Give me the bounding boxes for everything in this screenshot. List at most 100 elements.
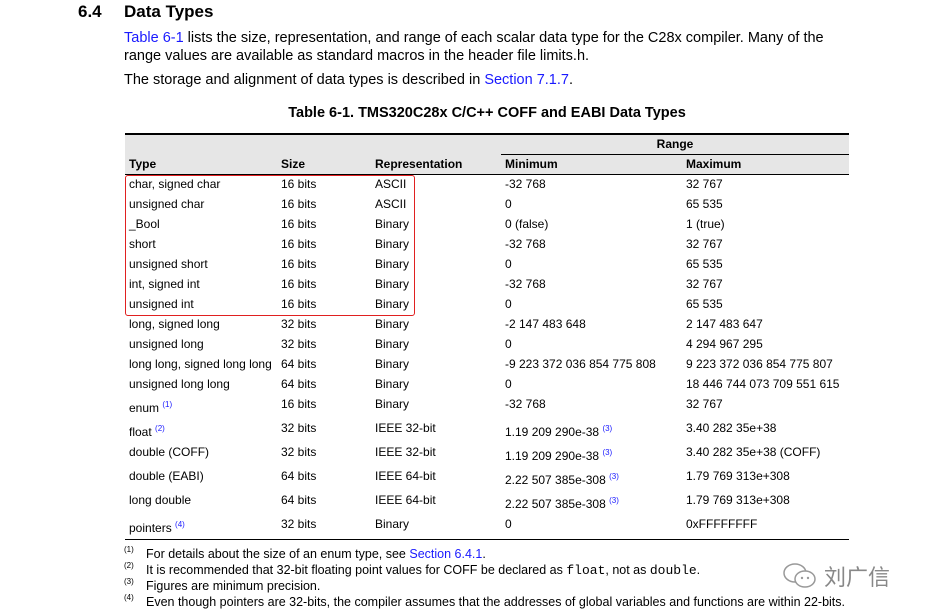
cell-maximum-text: 32 767 xyxy=(686,397,723,411)
cell-representation: ASCII xyxy=(371,175,501,196)
cell-maximum: 9 223 372 036 854 775 807 xyxy=(682,355,849,375)
cell-type: unsigned long long xyxy=(125,375,277,395)
cell-maximum: 1.79 769 313e+308 xyxy=(682,491,849,515)
table-row: long long, signed long long 64 bits Binary… xyxy=(125,355,849,375)
footnote-text: It is recommended that 32-bit floating p… xyxy=(146,563,567,577)
cell-type-text: _Bool xyxy=(129,217,160,231)
cell-minimum-text: 2.22 507 385e-308 xyxy=(505,473,606,487)
cell-type-text: char, signed char xyxy=(129,177,221,191)
cell-type-text: unsigned long long xyxy=(129,377,230,391)
cell-maximum-text: 3.40 282 35e+38 xyxy=(686,421,777,435)
cell-maximum: 1 (true) xyxy=(682,215,849,235)
cell-minimum: 0 (false) xyxy=(501,215,682,235)
table-row: double (EABI) 64 bits IEEE 64-bit 2.22 507 … xyxy=(125,467,849,491)
header-minimum: Minimum xyxy=(501,154,682,175)
cell-minimum-text: -32 768 xyxy=(505,237,546,251)
cell-type-text: int, signed int xyxy=(129,277,200,291)
watermark: 刘广信 xyxy=(782,560,890,592)
cell-representation: Binary xyxy=(371,395,501,419)
cell-size-text: 16 bits xyxy=(281,217,317,231)
footnote-text: For details about the size of an enum ty… xyxy=(146,547,410,561)
cell-representation: Binary xyxy=(371,255,501,275)
table-title: Table 6-1. TMS320C28x C/C++ COFF and EAB… xyxy=(288,105,686,121)
cell-size-text: 32 bits xyxy=(281,517,317,531)
cell-representation-text: IEEE 32-bit xyxy=(375,421,436,435)
cell-maximum-text: 1 (true) xyxy=(686,217,725,231)
cell-maximum-text: 32 767 xyxy=(686,277,723,291)
footnote-ref[interactable]: (1) xyxy=(162,400,173,409)
footnote-ref[interactable]: (3) xyxy=(602,448,613,457)
period: . xyxy=(482,547,486,561)
period: . xyxy=(568,72,573,88)
cell-minimum-text: 1.19 209 290e-38 xyxy=(505,449,600,463)
cell-type: float (2) xyxy=(125,419,277,443)
cell-representation: Binary xyxy=(371,275,501,295)
cell-representation-text: Binary xyxy=(375,297,410,311)
cell-minimum: 0 xyxy=(501,515,682,540)
cell-type: unsigned long xyxy=(125,335,277,355)
cell-maximum-text: 18 446 744 073 709 551 615 xyxy=(686,377,840,391)
cell-size: 64 bits xyxy=(277,375,371,395)
cell-representation-text: Binary xyxy=(375,397,410,411)
table-row: unsigned long long 64 bits Binary 0 18 446 7… xyxy=(125,375,849,395)
cell-maximum: 0xFFFFFFFF xyxy=(682,515,849,540)
cell-size: 32 bits xyxy=(277,443,371,467)
cell-type: pointers (4) xyxy=(125,515,277,540)
cell-minimum: -32 768 xyxy=(501,395,682,419)
cell-type: unsigned short xyxy=(125,255,277,275)
paragraph-1: Table 6-1 lists the size, representation… xyxy=(124,29,854,65)
cell-size: 32 bits xyxy=(277,419,371,443)
cell-size: 64 bits xyxy=(277,491,371,515)
cell-minimum: 0 xyxy=(501,335,682,355)
cell-representation-text: ASCII xyxy=(375,177,407,191)
cell-size-text: 16 bits xyxy=(281,297,317,311)
footnote-section-link[interactable]: Section 6.4.1 xyxy=(409,547,483,561)
cell-type-text: pointers xyxy=(129,521,172,535)
cell-minimum-text: -32 768 xyxy=(505,397,546,411)
cell-minimum-text: -32 768 xyxy=(505,277,546,291)
cell-minimum: -2 147 483 648 xyxy=(501,315,682,335)
footnote-ref[interactable]: (3) xyxy=(609,496,619,505)
cell-maximum: 1.79 769 313e+308 xyxy=(682,467,849,491)
cell-size-text: 16 bits xyxy=(281,177,317,191)
cell-minimum-text: 0 xyxy=(505,377,512,391)
cell-type-text: enum xyxy=(129,401,160,415)
cell-minimum-text: 0 xyxy=(505,517,512,531)
cell-minimum: 2.22 507 385e-308 (3) xyxy=(501,491,682,515)
cell-type-text: unsigned int xyxy=(129,297,194,311)
table-row: pointers (4) 32 bits Binary 0 0xFFFFFFFF xyxy=(125,515,849,540)
cell-representation-text: Binary xyxy=(375,317,410,331)
cell-minimum: -32 768 xyxy=(501,175,682,196)
cell-maximum: 2 147 483 647 xyxy=(682,315,849,335)
table-row: char, signed char 16 bits ASCII -32 768 32 7… xyxy=(125,175,849,196)
cell-representation: Binary xyxy=(371,335,501,355)
table-link[interactable]: Table 6-1 xyxy=(124,30,184,46)
cell-type-text: unsigned short xyxy=(129,257,208,271)
footnote-ref[interactable]: (2) xyxy=(155,424,165,433)
cell-size: 32 bits xyxy=(277,315,371,335)
cell-maximum: 32 767 xyxy=(682,235,849,255)
cell-size: 16 bits xyxy=(277,275,371,295)
footnote-ref[interactable]: (3) xyxy=(609,472,619,481)
cell-size: 16 bits xyxy=(277,235,371,255)
cell-representation-text: Binary xyxy=(375,237,410,251)
cell-representation: Binary xyxy=(371,215,501,235)
footnote-mark: (1) xyxy=(124,545,134,554)
header-type: Type xyxy=(125,134,277,175)
cell-size: 16 bits xyxy=(277,395,371,419)
cell-size-text: 32 bits xyxy=(281,445,317,459)
cell-representation-text: Binary xyxy=(375,357,410,371)
cell-size: 16 bits xyxy=(277,215,371,235)
table-row: unsigned short 16 bits Binary 0 65 535 xyxy=(125,255,849,275)
cell-maximum: 3.40 282 35e+38 xyxy=(682,419,849,443)
cell-representation-text: Binary xyxy=(375,217,410,231)
cell-size: 32 bits xyxy=(277,515,371,540)
section-link[interactable]: Section 7.1.7 xyxy=(484,72,569,88)
footnote-mark: (4) xyxy=(124,593,134,602)
cell-size: 32 bits xyxy=(277,335,371,355)
footnote-ref[interactable]: (3) xyxy=(602,424,613,433)
footnote-text: Figures are minimum precision. xyxy=(146,579,321,593)
cell-maximum: 32 767 xyxy=(682,175,849,196)
footnote-ref[interactable]: (4) xyxy=(175,520,185,529)
cell-minimum-text: -32 768 xyxy=(505,177,546,191)
